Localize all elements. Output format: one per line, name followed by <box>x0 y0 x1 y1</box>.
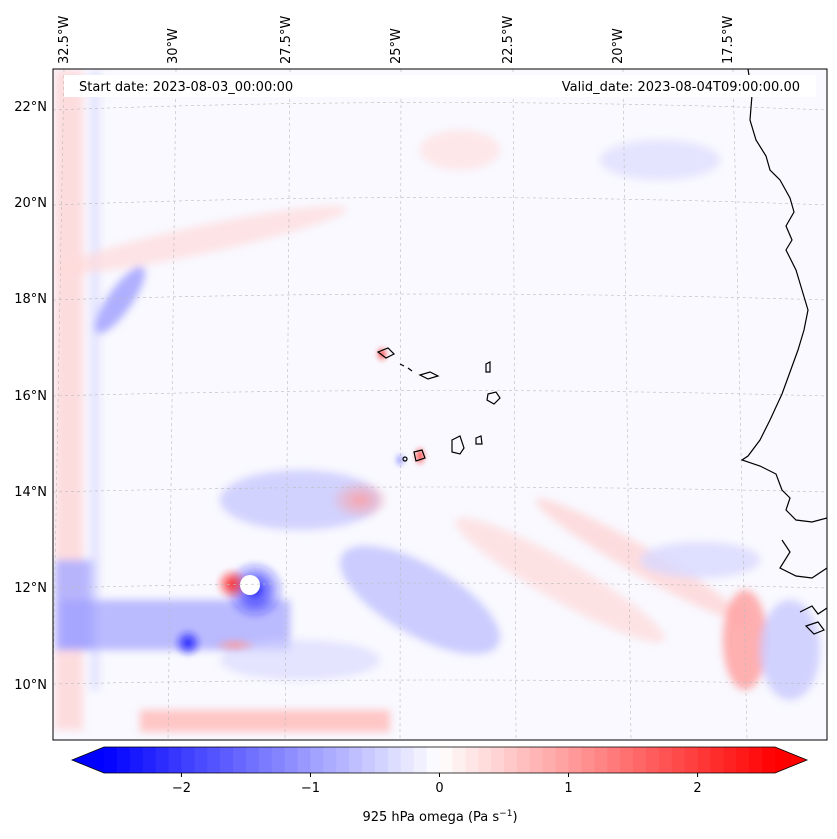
latitude-labels: 22°N 20°N 18°N 16°N 14°N 12°N 10°N <box>14 100 47 693</box>
colorbar-bin <box>529 747 544 773</box>
colorbar-bin <box>723 747 737 773</box>
start-date: Start date: 2023-08-03_00:00:00 <box>79 80 293 95</box>
colorbar-bin <box>310 747 324 773</box>
lon-label: 32.5°W <box>57 16 72 64</box>
colorbar-bin <box>271 747 286 773</box>
colorbar-bin <box>284 747 299 773</box>
lat-label: 22°N <box>14 100 47 115</box>
colorbar-bin <box>568 747 583 773</box>
colorbar-bin <box>607 747 621 773</box>
colorbar-bin <box>762 747 776 773</box>
colorbar-bin <box>658 747 673 773</box>
colorbar-bin <box>633 747 647 773</box>
colorbar-bin <box>129 747 144 773</box>
colorbar-label: 925 hPa omega (Pa s−1) <box>362 809 517 825</box>
colorbar-bin <box>504 747 518 773</box>
omega-field <box>53 69 827 740</box>
colorbar-bin <box>233 747 247 773</box>
colorbar-bin <box>142 747 157 773</box>
colorbar: −2 −1 0 1 2 925 hPa omega (Pa s−1) <box>70 746 809 825</box>
gridlines <box>53 69 827 740</box>
colorbar-bin <box>426 747 441 773</box>
lon-label: 22.5°W <box>501 16 516 64</box>
colorbar-bin <box>400 747 415 773</box>
colorbar-ticks: −2 −1 0 1 2 <box>172 773 702 796</box>
colorbar-bin <box>478 747 492 773</box>
colorbar-bin <box>581 747 595 773</box>
colorbar-bin <box>645 747 660 773</box>
lat-label: 18°N <box>14 292 47 307</box>
colorbar-bin <box>245 747 260 773</box>
colorbar-extend-max <box>775 747 807 773</box>
colorbar-bin <box>749 747 763 773</box>
african-coastline <box>740 69 827 635</box>
lat-label: 10°N <box>14 678 47 693</box>
colorbar-bin <box>155 747 170 773</box>
colorbar-bin <box>194 747 208 773</box>
lon-label: 20°W <box>611 28 626 64</box>
lat-label: 16°N <box>14 389 47 404</box>
colorbar-bin <box>671 747 686 773</box>
colorbar-bin <box>349 747 363 773</box>
colorbar-bin <box>168 747 183 773</box>
colorbar-bin <box>336 747 350 773</box>
colorbar-bin <box>323 747 337 773</box>
colorbar-bin <box>181 747 195 773</box>
lat-label: 14°N <box>14 485 47 500</box>
colorbar-tick-label: −1 <box>301 781 320 796</box>
colorbar-bin <box>452 747 466 773</box>
longitude-labels: 32.5°W 30°W 27.5°W 25°W 22.5°W 20°W 17.5… <box>57 16 736 64</box>
colorbar-bin <box>297 747 312 773</box>
colorbar-extend-min <box>72 747 104 773</box>
colorbar-bin <box>516 747 531 773</box>
colorbar-bin <box>387 747 402 773</box>
lat-label: 12°N <box>14 581 47 596</box>
colorbar-bin <box>413 747 428 773</box>
colorbar-bin <box>439 747 453 773</box>
colorbar-bin <box>465 747 479 773</box>
colorbar-bin <box>736 747 750 773</box>
colorbar-bin <box>258 747 273 773</box>
colorbar-tick-label: 2 <box>693 781 701 796</box>
colorbar-bin <box>555 747 570 773</box>
colorbar-bin <box>374 747 389 773</box>
colorbar-bin <box>594 747 608 773</box>
colorbar-bin <box>116 747 131 773</box>
lat-label: 20°N <box>14 196 47 211</box>
colorbar-tick-label: 0 <box>435 781 443 796</box>
colorbar-bin <box>542 747 557 773</box>
colorbar-bin <box>620 747 634 773</box>
colorbar-bin <box>491 747 505 773</box>
colorbar-outline <box>70 746 809 774</box>
lon-label: 27.5°W <box>279 16 294 64</box>
colorbar-bins <box>72 747 807 773</box>
valid-date: Valid_date: 2023-08-04T09:00:00.00 <box>562 80 800 95</box>
colorbar-bin <box>697 747 712 773</box>
colorbar-bin <box>362 747 376 773</box>
colorbar-bin <box>710 747 724 773</box>
lon-label: 17.5°W <box>721 16 736 64</box>
colorbar-bin <box>104 747 118 773</box>
colorbar-bin <box>207 747 221 773</box>
cape-verde-islands <box>376 347 501 462</box>
info-box <box>64 75 816 97</box>
colorbar-tick-label: 1 <box>564 781 572 796</box>
lon-label: 25°W <box>389 28 404 64</box>
colorbar-tick-label: −2 <box>172 781 191 796</box>
map-frame <box>52 68 828 741</box>
lon-label: 30°W <box>166 28 181 64</box>
colorbar-bin <box>684 747 699 773</box>
colorbar-bin <box>220 747 234 773</box>
